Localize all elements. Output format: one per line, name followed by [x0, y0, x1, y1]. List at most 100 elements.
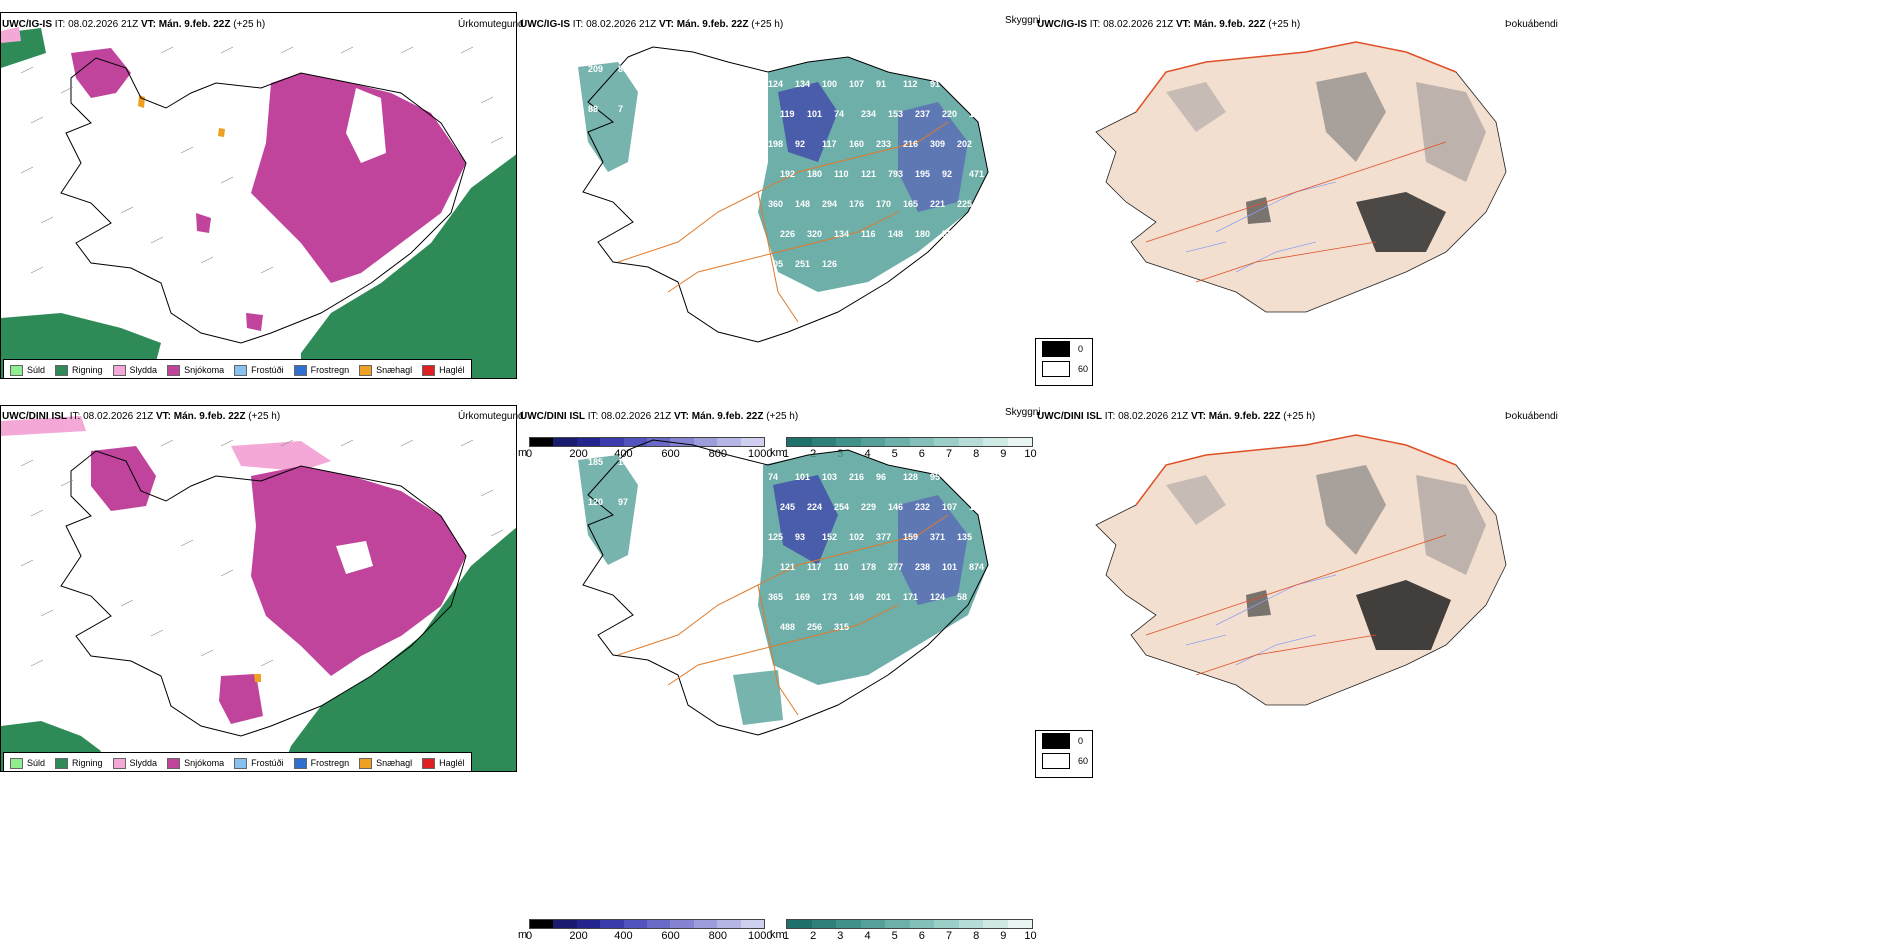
cloud-base-value: 251: [795, 259, 810, 269]
cloud-base-value: 120: [588, 497, 603, 507]
fog-legend-row-0: 0: [1036, 731, 1092, 751]
cloud-base-value: 224: [807, 502, 822, 512]
colorbar-km-ticks-bottom: 1 2 3 4 5 6 7 8 9 10: [782, 930, 1037, 942]
colorbar-m-ticks-bottom: 0 200 400 600 800 1000: [525, 930, 773, 942]
legend-item-2: Slydda: [112, 364, 157, 376]
cloud-base-value: 887: [969, 229, 984, 239]
legend-item-1: Rigning: [55, 757, 103, 769]
cloud-base-value: 202: [957, 139, 972, 149]
cloud-base-value: 134: [834, 229, 849, 239]
cloud-base-value: 185: [588, 457, 603, 467]
cloud-base-value: 116: [861, 229, 876, 239]
panel-title-precip-top: UWC/IG-IS IT: 08.02.2026 21Z VT: Mán. 9.…: [2, 19, 266, 30]
cloud-base-value: 91: [930, 79, 940, 89]
cloud-numbers-bottom: 185 135 120 97 74 101 103 216 96 128 95 112 245 224 25…: [588, 457, 984, 632]
legend-item-5: Frostregn: [293, 757, 349, 769]
legend-item-1: Rigning: [55, 364, 103, 376]
legend-swatch-0: [10, 364, 23, 376]
panel-title-precip-bottom: UWC/DINI ISL IT: 08.02.2026 21Z VT: Mán.…: [2, 411, 281, 422]
cloud-base-value: 93: [795, 532, 805, 542]
cloud-base-value: 226: [780, 229, 795, 239]
panel-label-precip-bottom: Úrkomutegund: [458, 411, 524, 422]
roads-top: [617, 121, 949, 323]
cloud-base-value: 124: [930, 592, 945, 602]
panel-label-precip-top: Úrkomutegund: [458, 19, 524, 30]
cloud-base-value: 320: [807, 229, 822, 239]
cloud-base-value: 96: [876, 472, 886, 482]
cloud-base-value: 119: [780, 109, 795, 119]
cloud-base-value: 149: [849, 592, 864, 602]
legend-swatch-5: [293, 757, 307, 769]
cloud-base-value: 160: [849, 139, 864, 149]
cloud-base-value: 95: [930, 472, 940, 482]
panel-label-fog-bottom: Þokuábendi: [1505, 411, 1558, 422]
cloud-base-value: 107: [942, 502, 957, 512]
cloud-base-value: 121: [780, 562, 795, 572]
fog-legend-swatch-0: [1042, 341, 1070, 357]
precip-legend-bottom: Súld Rigning Slydda Snjókoma Frostúði Fr…: [3, 752, 472, 771]
cloud-base-value: 146: [888, 502, 903, 512]
cloud-base-value: 256: [807, 622, 822, 632]
colorbar-m-bar-top: [529, 437, 765, 447]
precip-type-map-top: Súld Rigning Slydda Snjókoma Frostúði Fr…: [0, 12, 517, 379]
fog-legend-bottom: 0 60: [1035, 730, 1093, 778]
legend-item-0: Súld: [10, 364, 45, 376]
fog-legend-row-1: 60: [1036, 751, 1092, 771]
cloud-base-value: 134: [795, 79, 810, 89]
cloud-base-value: 471: [969, 169, 984, 179]
cloud-base-value: 178: [861, 562, 876, 572]
fog-legend-row-1: 60: [1036, 359, 1092, 379]
cloud-base-value: 488: [780, 622, 795, 632]
cloud-base-value: 248: [957, 79, 972, 89]
legend-item-4: Frostúði: [234, 757, 284, 769]
cloud-base-value: 128: [903, 472, 918, 482]
legend-item-6: Snæhagl: [359, 364, 412, 376]
cloud-base-value: 170: [876, 199, 891, 209]
cloud-base-value: 220: [942, 109, 957, 119]
legend-item-0: Súld: [10, 757, 45, 769]
fog-map-svg-top: [1095, 41, 1507, 313]
colorbar-km-bottom: km 1 2 3 4 5 6 7 8 9 10: [770, 919, 1037, 942]
fog-map-top: [1036, 12, 1552, 379]
precip-map-svg-bottom: [1, 406, 516, 771]
cloud-base-value: 209: [588, 64, 603, 74]
colorbar-km-unit-bottom: km: [770, 929, 785, 941]
fog-legend-swatch-1: [1042, 361, 1070, 377]
legend-swatch-7: [422, 364, 436, 376]
cloud-base-value: 102: [849, 532, 864, 542]
rivers-bottom: [1185, 574, 1337, 666]
colorbar-m-unit-bottom: m: [518, 929, 528, 941]
cloud-base-value: 153: [888, 109, 903, 119]
cloud-base-value: 254: [834, 502, 849, 512]
cloud-base-value: 192: [780, 169, 795, 179]
colorbar-m-ticks-top: 0 200 400 600 800 1000: [525, 448, 773, 460]
cloud-base-value: 315: [834, 622, 849, 632]
cloud-base-value: 221: [930, 199, 945, 209]
fog-roads-top: [1145, 141, 1447, 283]
legend-item-2: Slydda: [112, 757, 157, 769]
legend-swatch-2: [112, 364, 126, 376]
cloud-base-value: 225: [957, 199, 972, 209]
cloud-base-value: 216: [849, 472, 864, 482]
legend-swatch-3: [167, 757, 181, 769]
cloud-base-value: 125: [768, 532, 783, 542]
cloud-base-value: 234: [861, 109, 876, 119]
fog-legend-swatch-1: [1042, 753, 1070, 769]
cloud-base-value: 107: [849, 79, 864, 89]
cloud-base-value: 110: [834, 169, 849, 179]
legend-item-6: Snæhagl: [359, 757, 412, 769]
cloud-base-value: 89: [618, 64, 628, 74]
cloud-base-value: 165: [903, 199, 918, 209]
cloud-base-value: 232: [915, 502, 930, 512]
cloud-base-value: 92: [942, 169, 952, 179]
cloud-base-value: 176: [849, 199, 864, 209]
legend-item-3: Snjókoma: [167, 757, 224, 769]
precip-legend-top: Súld Rigning Slydda Snjókoma Frostúði Fr…: [3, 359, 472, 378]
cloud-base-value: 101: [807, 109, 822, 119]
legend-item-4: Frostúði: [234, 364, 284, 376]
cloud-base-value: 91: [876, 79, 886, 89]
colorbar-km-unit-top: km: [770, 447, 785, 459]
cloud-base-value: 195: [915, 169, 930, 179]
precip-type-map-bottom: Súld Rigning Slydda Snjókoma Frostúði Fr…: [0, 405, 517, 772]
